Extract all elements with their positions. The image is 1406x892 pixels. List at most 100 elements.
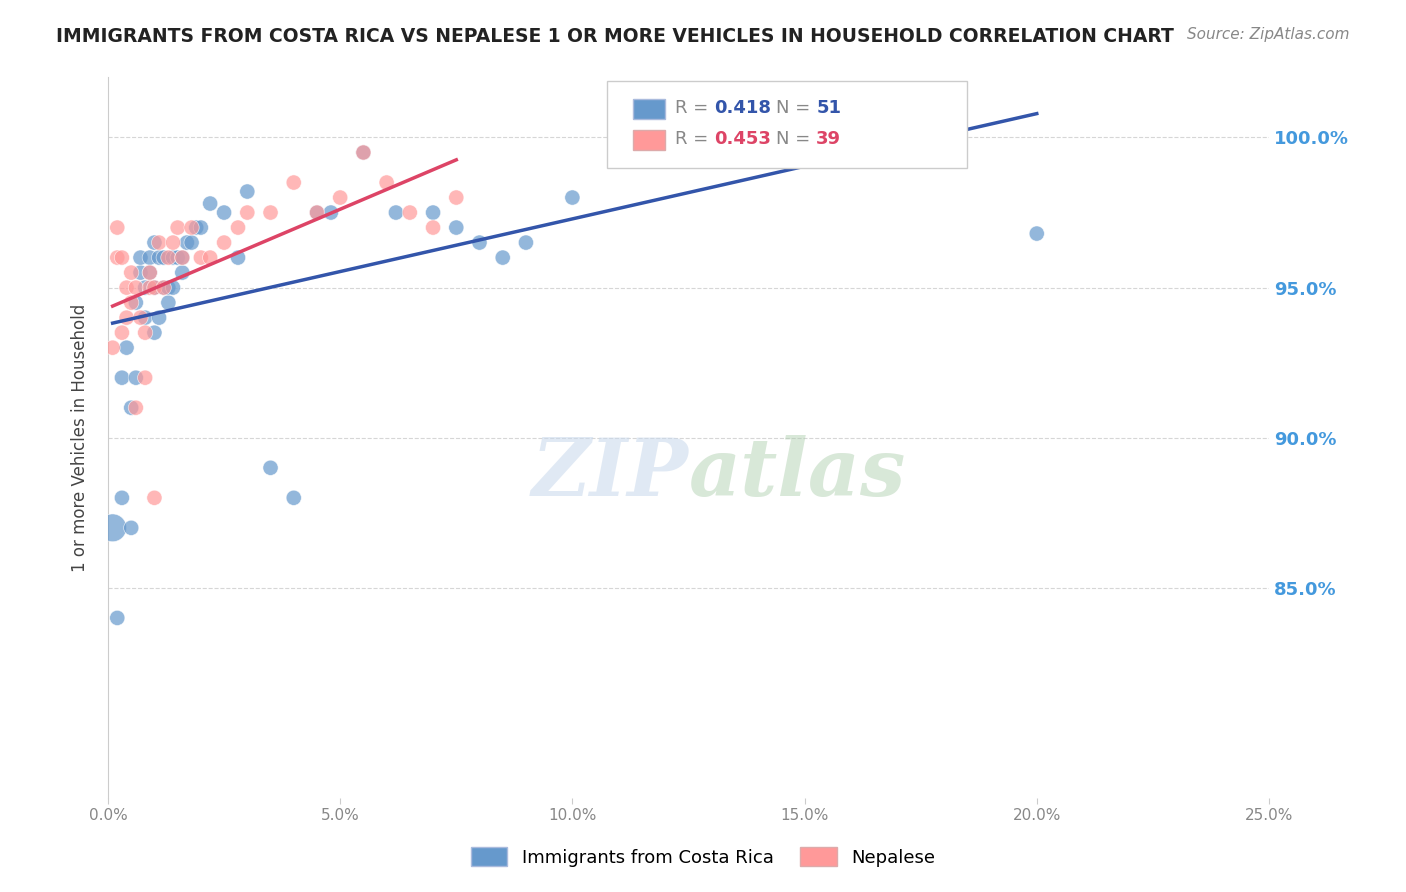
Point — [111, 251, 134, 265]
Point — [236, 185, 259, 199]
Point — [129, 251, 152, 265]
Point — [190, 220, 212, 235]
Point — [198, 251, 221, 265]
Point — [180, 235, 202, 250]
Point — [180, 220, 202, 235]
Point — [172, 266, 194, 280]
Point — [134, 370, 156, 384]
Text: IMMIGRANTS FROM COSTA RICA VS NEPALESE 1 OR MORE VEHICLES IN HOUSEHOLD CORRELATI: IMMIGRANTS FROM COSTA RICA VS NEPALESE 1… — [56, 27, 1174, 45]
Point — [134, 280, 156, 294]
Point — [422, 220, 444, 235]
Point — [148, 235, 170, 250]
Point — [129, 310, 152, 325]
Point — [152, 251, 174, 265]
Point — [101, 341, 124, 355]
Point — [446, 220, 468, 235]
Point — [305, 205, 328, 219]
FancyBboxPatch shape — [633, 130, 665, 150]
Point — [143, 491, 166, 505]
Point — [329, 190, 352, 204]
Point — [111, 326, 134, 340]
Point — [162, 235, 184, 250]
Text: R =: R = — [675, 99, 713, 118]
Point — [398, 205, 420, 219]
Point — [111, 491, 134, 505]
Point — [105, 251, 128, 265]
Point — [162, 280, 184, 294]
Point — [166, 220, 188, 235]
Point — [259, 460, 281, 475]
Point — [226, 220, 249, 235]
Point — [101, 521, 124, 535]
Point — [148, 310, 170, 325]
Point — [139, 266, 162, 280]
Point — [259, 205, 281, 219]
Point — [125, 370, 148, 384]
Point — [492, 251, 515, 265]
Point — [515, 235, 537, 250]
Point — [134, 310, 156, 325]
Point — [283, 176, 305, 190]
Point — [148, 251, 170, 265]
Point — [143, 235, 166, 250]
Text: atlas: atlas — [689, 435, 905, 513]
Point — [105, 220, 128, 235]
Point — [176, 235, 198, 250]
Point — [125, 401, 148, 415]
Point — [139, 266, 162, 280]
Point — [143, 326, 166, 340]
Point — [186, 220, 208, 235]
Point — [352, 145, 374, 160]
Text: 51: 51 — [815, 99, 841, 118]
Text: 0.453: 0.453 — [714, 130, 770, 148]
Point — [319, 205, 342, 219]
Point — [125, 295, 148, 310]
Point — [198, 196, 221, 211]
Point — [143, 280, 166, 294]
Point — [115, 341, 138, 355]
Point — [283, 491, 305, 505]
Point — [120, 266, 142, 280]
Point — [375, 176, 398, 190]
Text: 39: 39 — [815, 130, 841, 148]
Legend: Immigrants from Costa Rica, Nepalese: Immigrants from Costa Rica, Nepalese — [464, 840, 942, 874]
Y-axis label: 1 or more Vehicles in Household: 1 or more Vehicles in Household — [72, 303, 89, 572]
Point — [129, 266, 152, 280]
Point — [143, 280, 166, 294]
Point — [793, 136, 815, 151]
Point — [139, 251, 162, 265]
Point — [226, 251, 249, 265]
Text: R =: R = — [675, 130, 713, 148]
Point — [352, 145, 374, 160]
Point — [115, 310, 138, 325]
Point — [172, 251, 194, 265]
Point — [561, 190, 583, 204]
Point — [236, 205, 259, 219]
Point — [157, 251, 180, 265]
Point — [446, 190, 468, 204]
Point — [105, 611, 128, 625]
Point — [120, 521, 142, 535]
Text: N =: N = — [776, 130, 815, 148]
Point — [385, 205, 408, 219]
FancyBboxPatch shape — [607, 81, 967, 168]
Point — [139, 280, 162, 294]
Point — [152, 280, 174, 294]
Point — [212, 205, 235, 219]
Text: ZIP: ZIP — [531, 435, 689, 513]
Text: 0.418: 0.418 — [714, 99, 770, 118]
Point — [157, 295, 180, 310]
Point — [166, 251, 188, 265]
Point — [125, 280, 148, 294]
Point — [162, 251, 184, 265]
Point — [111, 370, 134, 384]
Point — [157, 280, 180, 294]
Point — [120, 295, 142, 310]
Point — [422, 205, 444, 219]
Text: Source: ZipAtlas.com: Source: ZipAtlas.com — [1187, 27, 1350, 42]
Point — [172, 251, 194, 265]
Point — [120, 401, 142, 415]
Point — [212, 235, 235, 250]
Point — [1025, 227, 1047, 241]
Point — [305, 205, 328, 219]
